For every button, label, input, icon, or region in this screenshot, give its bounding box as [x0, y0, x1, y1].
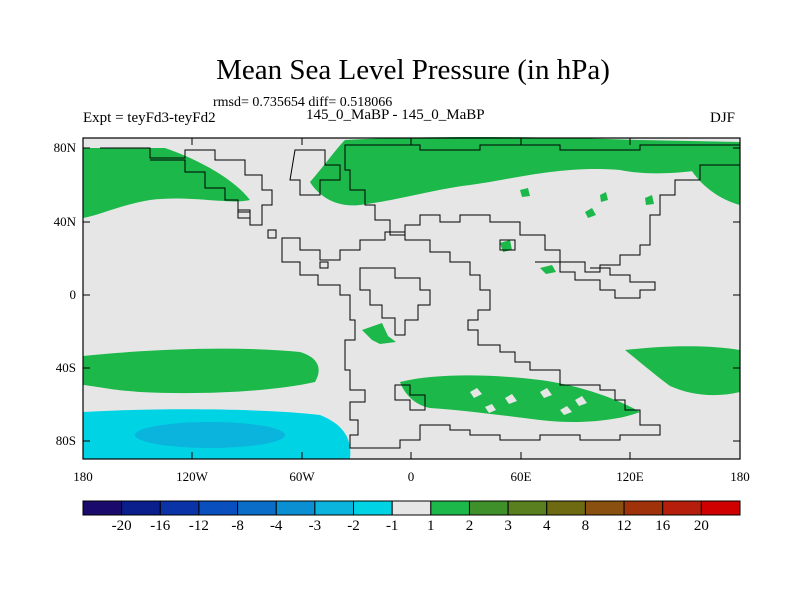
positive-anomaly-south-east [400, 375, 640, 423]
lat-label-80s: 80S [55, 433, 76, 448]
colorbar-label: 16 [655, 518, 671, 534]
lon-label-0: 0 [407, 469, 415, 484]
colorbar [82, 500, 741, 516]
colorbar-box [82, 500, 123, 516]
lon-label-180e: 180 [730, 469, 750, 484]
anomaly-patches [83, 137, 740, 459]
season-label: DJF [710, 110, 736, 126]
positive-anomaly-fleck [520, 188, 530, 197]
colorbar-label: 12 [616, 518, 632, 534]
coastline-south-inlet [394, 384, 426, 411]
coastline-north-america [100, 147, 273, 226]
colorbar-label: 1 [427, 518, 435, 534]
lat-label-0: 0 [69, 287, 77, 302]
colorbar-box [430, 500, 470, 516]
colorbar-label: 3 [504, 518, 512, 534]
lon-label-60w: 60W [289, 469, 315, 484]
positive-anomaly-fleck [540, 265, 556, 274]
stats-line: rmsd= 0.735654 diff= 0.518066 [213, 95, 393, 110]
colorbar-box [159, 500, 200, 516]
colorbar-label: 2 [465, 518, 474, 534]
colorbar-box [662, 500, 702, 516]
colorbar-box [391, 500, 432, 516]
coastlines [100, 144, 741, 449]
colorbar-label: 8 [581, 518, 590, 534]
lon-label-120w: 120W [176, 469, 208, 484]
coastline-small-island [237, 209, 329, 269]
colorbar-label: 4 [543, 518, 551, 534]
coastline-eurasia [344, 144, 741, 273]
coastline-south-america-africa [281, 231, 661, 449]
colorbar-box [507, 500, 548, 516]
positive-anomaly-fleck [500, 240, 512, 252]
positive-anomaly-south-west [83, 348, 319, 394]
colorbar-box [275, 500, 316, 516]
colorbar-box [700, 500, 741, 516]
colorbar-box [584, 500, 625, 516]
colorbar-box [468, 500, 509, 516]
colorbar-box [237, 500, 277, 516]
positive-anomaly-north-east-edge [690, 160, 740, 205]
coastline-inner-basin [359, 267, 431, 336]
positive-anomaly-fleck [645, 195, 654, 205]
positive-anomaly-fleck [600, 192, 608, 202]
positive-anomaly-north-west [83, 148, 250, 218]
positive-anomaly-central [362, 323, 396, 344]
colorbar-label: -2 [347, 518, 360, 534]
colorbar-label: -8 [231, 518, 244, 534]
colorbar-label: -12 [188, 518, 209, 534]
coastline-east-archipelago [499, 239, 656, 299]
axis-ticks [83, 138, 740, 459]
period-label: 145_0_MaBP - 145_0_MaBP [306, 107, 485, 123]
colorbar-label: -1 [385, 518, 399, 534]
colorbar-label: -3 [308, 518, 322, 534]
coastline-greenland [289, 149, 341, 196]
colorbar-label: 20 [693, 518, 709, 534]
colorbar-box [121, 500, 161, 516]
lon-label-60e: 60E [510, 469, 532, 484]
experiment-label: Expt = teyFd3-teyFd2 [83, 110, 216, 126]
colorbar-box [198, 500, 239, 516]
map-title: Mean Sea Level Pressure (in hPa) [216, 54, 610, 86]
lon-label-180w: 180 [73, 469, 93, 484]
lat-label-80n: 80N [53, 140, 76, 155]
lat-label-40n: 40N [53, 214, 76, 229]
positive-anomaly-north-east [310, 137, 740, 206]
positive-anomaly-south-east-2 [625, 346, 740, 396]
lat-label-40s: 40S [55, 360, 76, 375]
colorbar-box [353, 500, 393, 516]
colorbar-label: -20 [111, 518, 132, 534]
colorbar-box [546, 500, 586, 516]
colorbar-box [623, 500, 664, 516]
strong-negative-anomaly-region [135, 422, 285, 448]
lon-label-120e: 120E [616, 469, 644, 484]
positive-anomaly-fleck [585, 208, 596, 218]
colorbar-label: -16 [150, 518, 171, 534]
colorbar-box [314, 500, 355, 516]
colorbar-label: -4 [269, 518, 283, 534]
